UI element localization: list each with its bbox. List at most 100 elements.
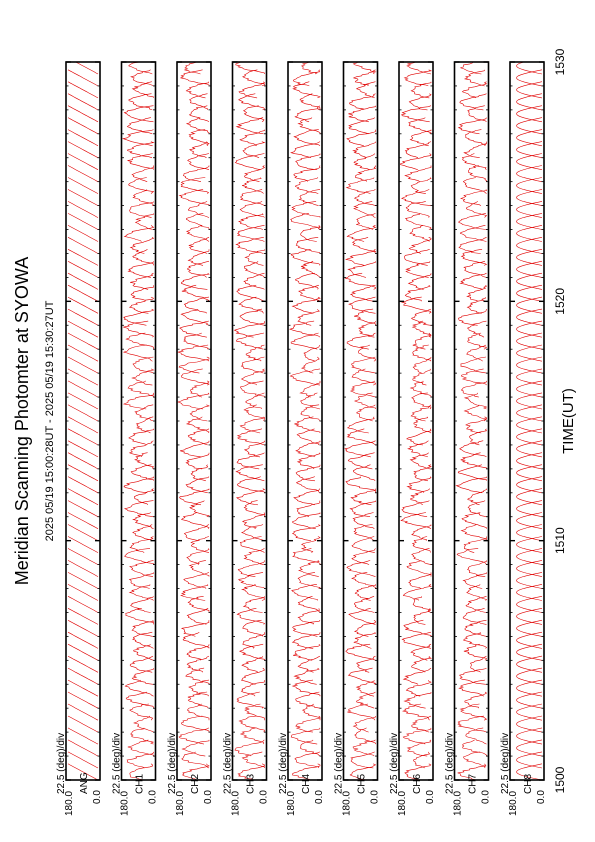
- trace-ch5-32: [349, 380, 376, 398]
- y-max-label: 180.0: [397, 791, 408, 816]
- trace-ch6-43: [404, 249, 430, 266]
- trace-ch3-55: [242, 105, 265, 123]
- trace-ch4-49: [295, 177, 319, 194]
- trace-ch6-6: [403, 692, 432, 709]
- trace-ch1-48: [132, 189, 154, 206]
- trace-ch1-35: [122, 344, 153, 362]
- trace-ch2-11: [182, 631, 210, 649]
- trace-ch5-45: [346, 225, 377, 242]
- trace-ch1-33: [131, 368, 155, 386]
- trace-ch1-7: [124, 679, 154, 697]
- trace-ch2-30: [189, 404, 210, 422]
- trace-ch5-50: [355, 165, 377, 182]
- trace-ch1-8: [131, 668, 154, 685]
- trace-ch1-26: [134, 452, 155, 470]
- trace-ch3-10: [238, 643, 265, 661]
- trace-ch1-24: [123, 476, 154, 494]
- trace-ang-20: [67, 524, 99, 541]
- trace-ch8-18: [516, 548, 543, 565]
- trace-ch2-13: [186, 608, 209, 625]
- trace-ch4-13: [297, 608, 320, 625]
- trace-ch5-3: [354, 727, 376, 745]
- trace-ch7-10: [463, 643, 487, 661]
- trace-ch1-15: [128, 584, 154, 601]
- trace-ch3-59: [235, 61, 265, 74]
- trace-ch8-22: [516, 500, 543, 517]
- trace-ang-30: [67, 404, 99, 422]
- channel-label: CH5: [357, 774, 368, 794]
- trace-ang-54: [67, 117, 99, 135]
- trace-ang-49: [67, 177, 99, 194]
- trace-ang-36: [67, 332, 99, 350]
- trace-ch7-36: [467, 332, 488, 350]
- trace-ch8-32: [516, 380, 543, 398]
- trace-ch1-2: [127, 739, 154, 757]
- trace-ch7-58: [463, 69, 485, 87]
- trace-ch6-41: [407, 273, 432, 290]
- trace-ang-32: [67, 380, 99, 398]
- trace-ch4-44: [295, 237, 321, 254]
- trace-ang-43: [67, 249, 99, 266]
- trace-ang-10: [67, 643, 99, 661]
- trace-ch2-5: [186, 703, 210, 721]
- x-tick-label: 1510: [553, 527, 567, 554]
- trace-ch7-34: [460, 356, 487, 374]
- trace-ch5-28: [346, 428, 376, 446]
- trace-ch5-13: [348, 608, 376, 625]
- trace-ang-50: [67, 165, 99, 182]
- trace-ch4-50: [293, 165, 321, 182]
- trace-ch3-54: [235, 117, 264, 135]
- trace-ch5-12: [353, 619, 376, 637]
- panel-frame: [65, 61, 101, 781]
- trace-ch6-48: [401, 189, 431, 206]
- trace-ch5-27: [344, 440, 376, 458]
- x-tick-label: 1500: [553, 766, 567, 793]
- trace-ch6-4: [411, 715, 432, 733]
- trace-ch6-18: [411, 548, 432, 565]
- trace-ch8-50: [516, 165, 543, 182]
- trace-ch2-59: [183, 61, 209, 75]
- trace-ch3-21: [241, 512, 265, 529]
- trace-ang-51: [67, 153, 99, 170]
- trace-ch8-54: [516, 117, 543, 135]
- trace-ch5-23: [350, 488, 376, 506]
- channel-label: ANG: [79, 772, 90, 794]
- trace-ch2-44: [188, 237, 210, 254]
- trace-ch7-21: [461, 512, 487, 529]
- trace-ch2-47: [188, 201, 210, 218]
- trace-ang-24: [67, 476, 99, 494]
- y-max-label: 180.0: [342, 791, 353, 816]
- trace-ch8-38: [516, 308, 543, 326]
- trace-ch8-13: [516, 608, 543, 625]
- trace-ch6-8: [402, 667, 432, 685]
- trace-ch6-0: [404, 763, 432, 781]
- trace-ch5-21: [352, 512, 375, 529]
- trace-ch5-54: [348, 117, 375, 135]
- trace-ch7-23: [467, 488, 487, 506]
- trace-ch6-5: [401, 703, 430, 721]
- trace-ch2-4: [180, 715, 210, 733]
- trace-ch6-45: [409, 225, 430, 242]
- trace-ch4-22: [296, 500, 321, 517]
- trace-ch3-45: [236, 225, 265, 242]
- trace-ch8-26: [516, 452, 543, 470]
- trace-ch5-6: [356, 691, 376, 709]
- trace-ch4-32: [299, 380, 321, 398]
- trace-ch4-52: [290, 141, 321, 158]
- trace-ch5-36: [346, 332, 376, 350]
- trace-ch5-55: [348, 105, 376, 123]
- trace-ch5-22: [349, 500, 376, 517]
- trace-ang-0: [67, 763, 99, 781]
- trace-ch5-46: [356, 213, 376, 230]
- trace-ch3-11: [242, 632, 265, 649]
- trace-ch3-58: [242, 69, 265, 87]
- trace-ch3-25: [235, 464, 265, 482]
- trace-ch3-52: [242, 141, 266, 158]
- trace-ch5-11: [353, 631, 377, 649]
- scale-label: 22.5 (deg)/div: [167, 733, 178, 794]
- trace-ch7-0: [457, 763, 487, 781]
- trace-ch3-30: [243, 404, 265, 422]
- trace-ch2-41: [180, 272, 210, 290]
- trace-ch2-49: [180, 177, 210, 194]
